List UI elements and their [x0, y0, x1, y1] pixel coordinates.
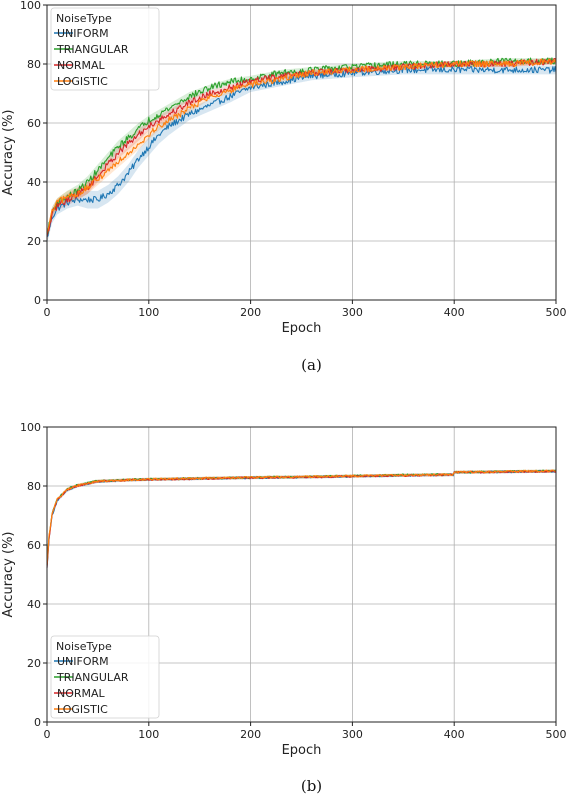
- x-tick-label: 300: [342, 728, 363, 741]
- y-tick-label: 100: [20, 0, 41, 12]
- series-line-logistic: [46, 58, 557, 234]
- legend-entry-normal: NORMAL: [57, 59, 106, 72]
- plot-frame: [46, 426, 557, 723]
- y-tick-label: 40: [27, 598, 41, 611]
- y-tick-label: 20: [27, 657, 41, 670]
- y-tick-label: 60: [27, 539, 41, 552]
- series-line-uniform: [46, 469, 557, 569]
- x-axis-label: Epoch: [282, 743, 322, 758]
- y-tick-label: 0: [34, 716, 41, 729]
- x-tick-label: 0: [44, 728, 51, 741]
- x-tick-label: 100: [138, 728, 159, 741]
- x-tick-label: 400: [444, 728, 465, 741]
- y-tick-label: 60: [27, 117, 41, 130]
- figure-caption: (a): [301, 356, 322, 374]
- legend-entry-logistic: LOGISTIC: [57, 75, 108, 88]
- legend: NoiseType UNIFORM TRIANGULAR NORMAL LOGISTIC: [50, 635, 160, 719]
- y-tick-label: 40: [27, 176, 41, 189]
- plot-frame: [46, 4, 557, 301]
- legend-entry-triangular: TRIANGULAR: [56, 671, 129, 684]
- series-band-triangular: [47, 58, 556, 240]
- y-tick-label: 20: [27, 235, 41, 248]
- series-band-logistic: [47, 469, 556, 568]
- y-tick-label: 80: [27, 480, 41, 493]
- x-tick-label: 500: [546, 306, 567, 319]
- legend-box: [50, 7, 160, 91]
- chart-panel-a: 0 100 200 300 400 500 0 20 40 60 80 100 Epoch Accurac…: [1, 0, 567, 374]
- y-axis-label: Accuracy (%): [1, 110, 16, 196]
- series-band-triangular: [47, 469, 556, 568]
- y-tick-label: 80: [27, 58, 41, 71]
- legend-entry-uniform: UNIFORM: [57, 655, 109, 668]
- x-tick-label: 200: [240, 306, 261, 319]
- legend-entry-logistic: LOGISTIC: [57, 703, 108, 716]
- x-tick-label: 0: [44, 306, 51, 319]
- series-line-logistic: [46, 469, 557, 566]
- legend: NoiseType UNIFORM TRIANGULAR NORMAL LOGISTIC: [50, 7, 160, 91]
- legend-entry-uniform: UNIFORM: [57, 27, 109, 40]
- series-line-normal: [46, 469, 557, 569]
- series-band-uniform: [47, 469, 556, 571]
- x-tick-label: 100: [138, 306, 159, 319]
- y-tick-label: 0: [34, 294, 41, 307]
- figure-caption: (b): [301, 777, 322, 795]
- x-tick-label: 500: [546, 728, 567, 741]
- y-axis-label: Accuracy (%): [1, 532, 16, 618]
- legend-entry-normal: NORMAL: [57, 687, 106, 700]
- x-tick-label: 400: [444, 306, 465, 319]
- legend-title: NoiseType: [56, 640, 112, 653]
- x-axis-label: Epoch: [282, 321, 322, 336]
- series-line-triangular: [46, 469, 557, 566]
- series-band-normal: [47, 469, 556, 571]
- x-tick-label: 300: [342, 306, 363, 319]
- y-tick-label: 100: [20, 421, 41, 434]
- legend-box: [50, 635, 160, 719]
- legend-title: NoiseType: [56, 12, 112, 25]
- chart-panel-b: 0 100 200 300 400 500 0 20 40 60 80 100 Epoch Accurac…: [1, 421, 567, 795]
- legend-entry-triangular: TRIANGULAR: [56, 43, 129, 56]
- series-band-uniform: [47, 65, 556, 244]
- x-tick-label: 200: [240, 728, 261, 741]
